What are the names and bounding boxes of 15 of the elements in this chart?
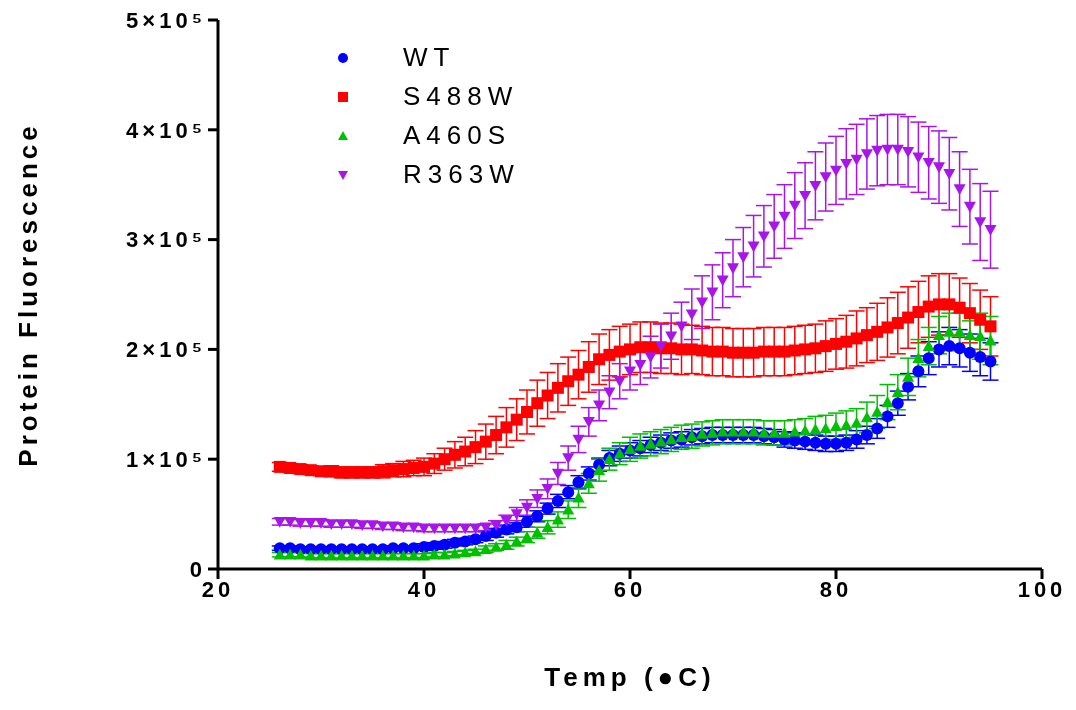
y-tick-label: 4×10⁵ xyxy=(126,117,206,143)
legend-label: A460S xyxy=(403,120,512,151)
y-tick-label: 5×10⁵ xyxy=(126,7,206,33)
y-axis-title: Protein Fluorescence xyxy=(13,122,44,467)
x-tick-label: 40 xyxy=(407,576,441,602)
y-tick-label: 3×10⁵ xyxy=(126,227,206,253)
y-tick-label: 1×10⁵ xyxy=(126,447,206,473)
x-tick-label: 100 xyxy=(1017,576,1067,602)
y-tick-label: 2×10⁵ xyxy=(126,337,206,363)
legend-label: R363W xyxy=(403,159,520,190)
x-axis-title: Temp (●C) xyxy=(544,662,716,692)
legend-label: WT xyxy=(403,42,456,73)
x-tick-label: 80 xyxy=(819,576,853,602)
legend-label: S488W xyxy=(403,81,519,112)
x-tick-label: 60 xyxy=(613,576,647,602)
